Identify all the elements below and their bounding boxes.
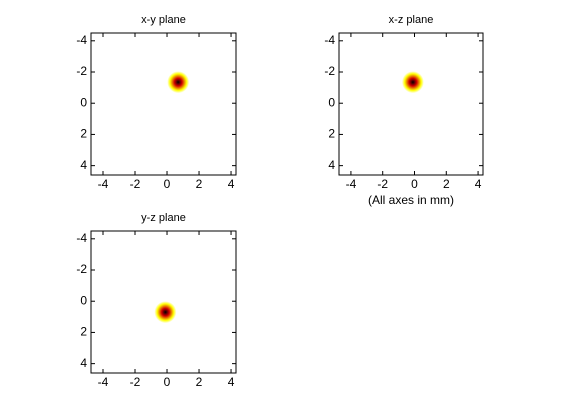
y-tick-label: 4	[80, 158, 87, 172]
plot-title: x-y plane	[141, 14, 186, 26]
x-tick-label: 2	[196, 177, 203, 191]
plot-title: y-z plane	[141, 212, 186, 224]
intensity-blob	[167, 71, 190, 94]
y-tick-label: -4	[76, 33, 87, 47]
x-tick-label: -2	[130, 177, 141, 191]
axes-background	[91, 33, 236, 175]
intensity-blob	[401, 71, 424, 94]
x-tick-label: 0	[164, 375, 171, 389]
y-tick-label: 0	[80, 293, 87, 307]
x-tick-label: -4	[98, 375, 109, 389]
x-tick-label: 4	[475, 177, 482, 191]
y-tick-label: -2	[76, 64, 87, 78]
x-tick-label: 2	[196, 375, 203, 389]
x-tick-label: -4	[98, 177, 109, 191]
y-tick-label: -2	[324, 64, 335, 78]
y-tick-label: 2	[80, 127, 87, 141]
axes-box	[90, 32, 237, 176]
x-tick-label: 0	[411, 177, 418, 191]
x-tick-label: 4	[228, 177, 235, 191]
axes-box	[338, 32, 484, 176]
x-tick-label: 4	[228, 375, 235, 389]
x-tick-label: -4	[346, 177, 357, 191]
y-tick-label: -2	[76, 262, 87, 276]
axes-background	[339, 33, 483, 175]
y-tick-label: -4	[324, 33, 335, 47]
x-axis-label: (All axes in mm)	[368, 193, 454, 207]
x-tick-label: 2	[443, 177, 450, 191]
intensity-blob	[154, 301, 177, 324]
plot-title: x-z plane	[389, 14, 434, 26]
x-tick-label: -2	[377, 177, 388, 191]
axes-box	[90, 230, 237, 374]
y-tick-label: 2	[80, 325, 87, 339]
y-tick-label: 4	[80, 356, 87, 370]
x-tick-label: -2	[130, 375, 141, 389]
x-tick-label: 0	[164, 177, 171, 191]
y-tick-label: -4	[76, 231, 87, 245]
y-tick-label: 0	[328, 95, 335, 109]
y-tick-label: 4	[328, 158, 335, 172]
y-tick-label: 0	[80, 95, 87, 109]
y-tick-label: 2	[328, 127, 335, 141]
